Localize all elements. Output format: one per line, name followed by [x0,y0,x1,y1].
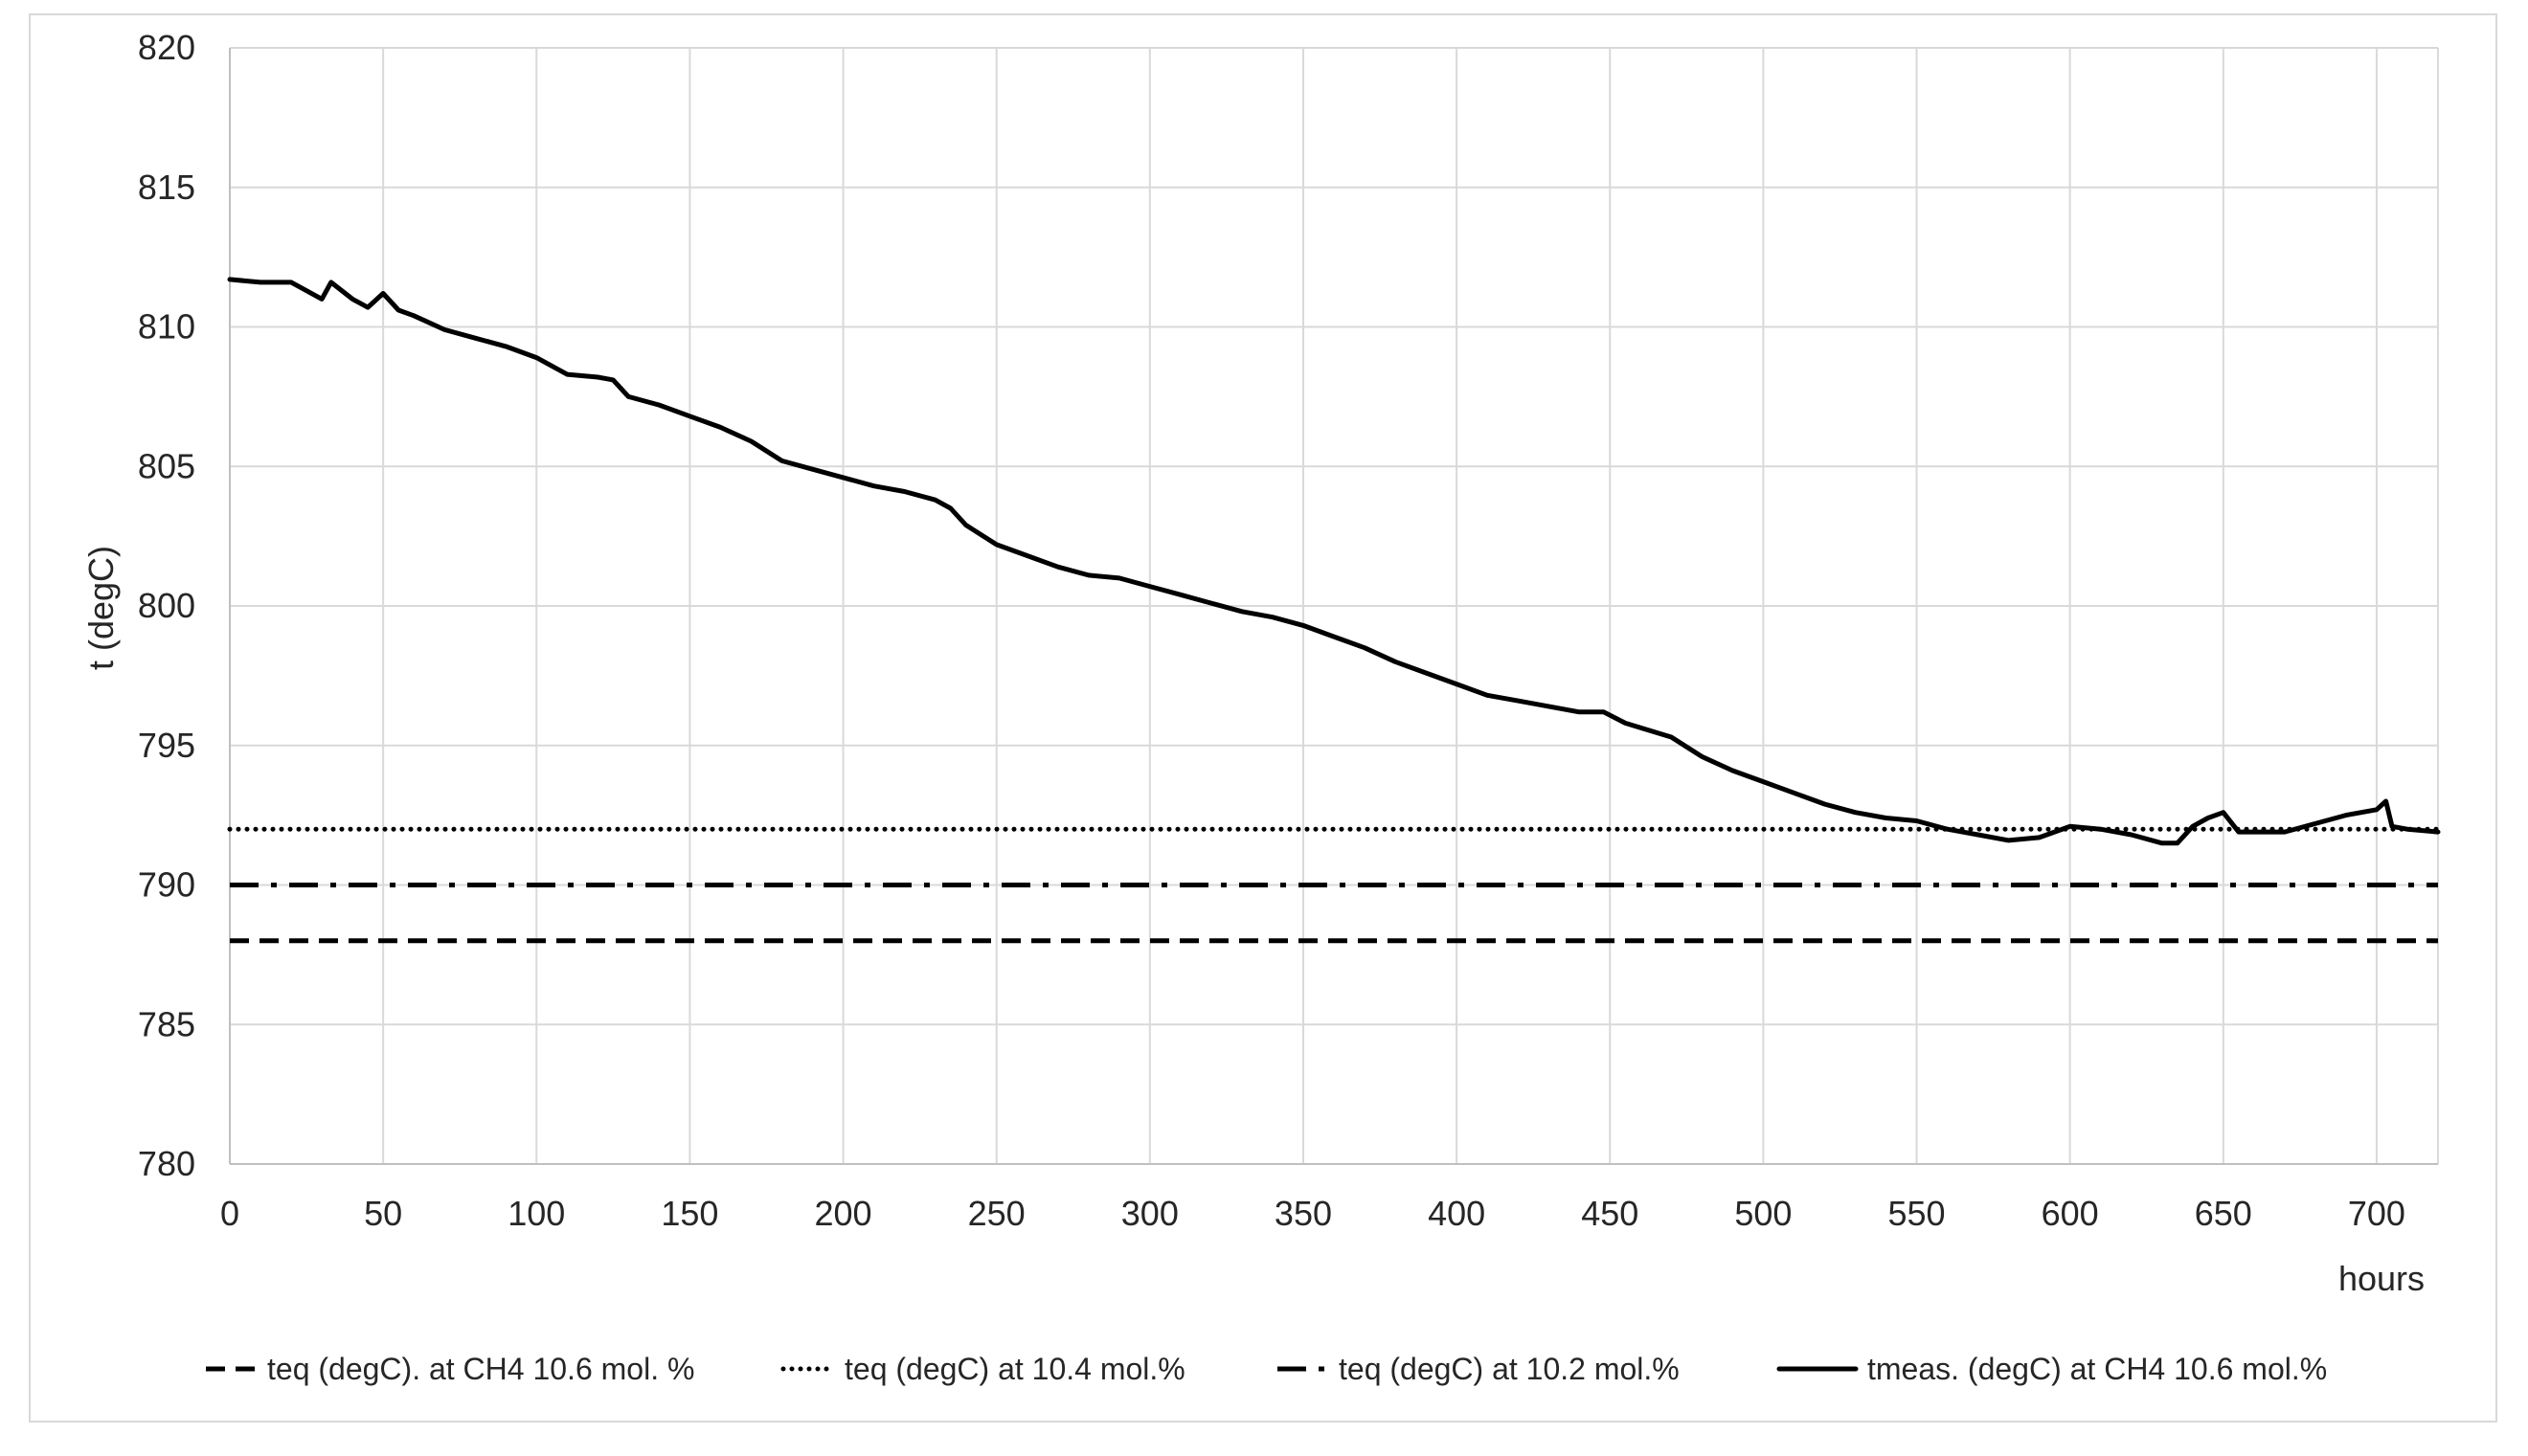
series-line-4 [227,277,2441,846]
x-tick-label: 600 [2042,1194,2099,1233]
x-tick-label: 650 [2195,1194,2252,1233]
x-tick-label: 100 [508,1194,565,1233]
y-tick-label: 820 [138,28,195,67]
y-tick-label: 780 [138,1144,195,1183]
x-tick-labels: 0 50 100 150 200 250 300 350 400 450 500 550 600 650 7… [220,1194,2405,1233]
x-tick-label: 700 [2348,1194,2405,1233]
y-tick-labels: 780 785 790 795 800 805 810 815 820 [138,28,195,1183]
y-axis-label: t (degC) [81,546,121,670]
x-tick-label: 50 [364,1194,402,1233]
y-tick-label: 790 [138,865,195,905]
legend-label-1: teq (degC). at CH4 10.6 mol. % [267,1352,694,1386]
gridlines [229,47,2439,1165]
x-tick-label: 550 [1887,1194,1945,1233]
x-tick-label: 450 [1581,1194,1638,1233]
y-tick-label: 810 [138,307,195,347]
y-tick-label: 785 [138,1004,195,1043]
series-lines [227,277,2441,944]
x-tick-label: 300 [1121,1194,1179,1233]
x-tick-label: 250 [968,1194,1026,1233]
chart-frame [29,13,2497,1422]
x-tick-label: 200 [815,1194,872,1233]
x-tick-label: 350 [1275,1194,1332,1233]
x-tick-label: 0 [220,1194,239,1233]
y-tick-label: 800 [138,586,195,625]
legend-label-3: teq (degC) at 10.2 mol.% [1339,1352,1680,1386]
x-tick-label: 400 [1428,1194,1485,1233]
x-axis-label: hours [2338,1259,2425,1298]
axes [229,48,2438,1165]
legend: teq (degC). at CH4 10.6 mol. % teq (degC)… [206,1352,2327,1386]
x-tick-label: 150 [661,1194,718,1233]
y-tick-label: 805 [138,446,195,485]
legend-label-4: tmeas. (degC) at CH4 10.6 mol.% [1867,1352,2327,1386]
y-tick-label: 815 [138,168,195,207]
legend-label-2: teq (degC) at 10.4 mol.% [845,1352,1185,1386]
x-tick-label: 500 [1734,1194,1792,1233]
y-tick-label: 795 [138,726,195,765]
